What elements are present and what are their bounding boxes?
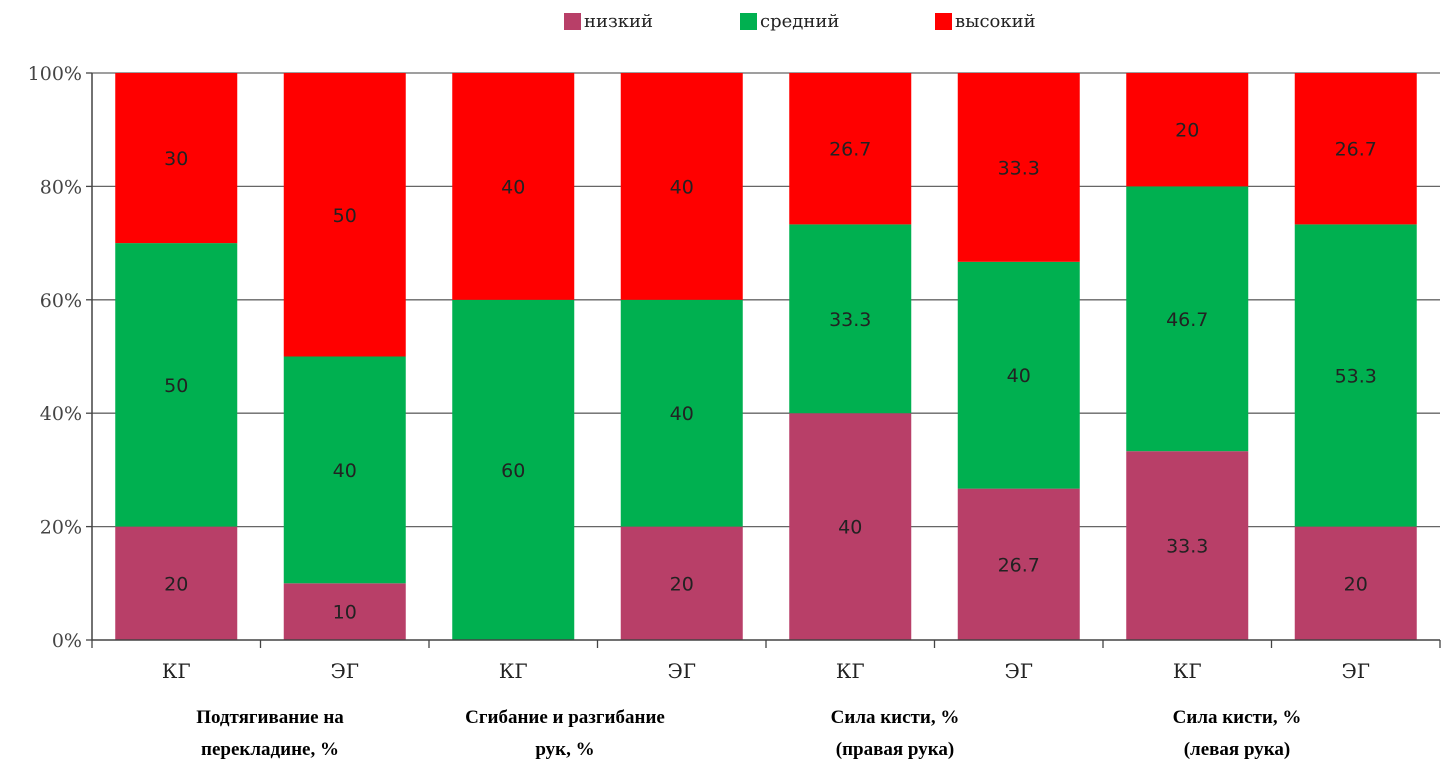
bar-segment (1294, 73, 1417, 225)
group-label-pushups: Сгибание и разгибание рук, % (445, 702, 685, 766)
data-label: 10 (333, 602, 357, 624)
y-tick-label: 60% (40, 290, 82, 312)
bar-segment (957, 261, 1080, 489)
group-label-pullups-line1: Подтягивание на (196, 707, 344, 728)
bar-segment (789, 224, 912, 414)
bar-segment (115, 243, 238, 527)
bar-segment (620, 526, 743, 640)
data-label: 26.7 (1335, 139, 1377, 161)
bar-segment (452, 299, 575, 640)
x-tick-label: КГ (162, 659, 191, 683)
x-tick-label: ЭГ (667, 659, 696, 683)
data-label: 40 (670, 176, 694, 198)
legend-label-medium: средний (760, 10, 840, 32)
bar-segment (620, 73, 743, 300)
x-tick-label: КГ (1173, 659, 1202, 683)
legend-swatch-medium (740, 12, 757, 30)
y-tick-label: 20% (40, 517, 82, 539)
data-label: 33.3 (998, 157, 1040, 179)
group-label-grip-left-line2: (левая рука) (1183, 739, 1291, 760)
bar-segment (1126, 73, 1249, 187)
data-label: 20 (670, 573, 694, 595)
data-label: 40 (838, 517, 862, 539)
x-tick-label: КГ (499, 659, 528, 683)
bar-segment (283, 356, 406, 584)
x-tick-label: ЭГ (1341, 659, 1370, 683)
legend-swatch-low (564, 12, 581, 30)
bar-segment (115, 526, 238, 640)
bar-segment (957, 488, 1080, 640)
data-label: 33.3 (1166, 536, 1208, 558)
group-label-grip-left: Сила кисти, % (левая рука) (1117, 702, 1357, 766)
group-label-pushups-line2: рук, % (535, 739, 595, 760)
y-tick-label: 0% (52, 630, 82, 652)
data-label: 40 (1007, 365, 1031, 387)
data-label: 50 (164, 375, 188, 397)
group-label-grip-left-line1: Сила кисти, % (1172, 707, 1302, 728)
data-label: 40 (670, 403, 694, 425)
data-label: 50 (333, 205, 357, 227)
data-label: 33.3 (829, 309, 871, 331)
legend-label-low: низкий (584, 10, 654, 32)
bar-segment (283, 583, 406, 640)
bar-segment (115, 73, 238, 244)
bar-segment (452, 73, 575, 300)
x-tick-label: КГ (836, 659, 865, 683)
legend-item-high: высокий (935, 8, 1036, 34)
data-label: 26.7 (829, 139, 871, 161)
legend-item-low: низкий (564, 8, 653, 34)
bar-segment (1126, 186, 1249, 452)
group-label-pullups: Подтягивание на перекладине, % (150, 702, 390, 766)
y-tick-label: 80% (40, 176, 82, 198)
bar-segment (620, 299, 743, 527)
bar-segment (789, 413, 912, 640)
data-label: 60 (501, 460, 525, 482)
legend-swatch-high (935, 12, 952, 30)
legend-label-high: высокий (955, 10, 1036, 32)
group-label-pushups-line1: Сгибание и разгибание (465, 707, 665, 728)
data-label: 20 (164, 573, 188, 595)
data-label: 30 (164, 148, 188, 170)
y-tick-label: 40% (40, 403, 82, 425)
data-label: 53.3 (1335, 365, 1377, 387)
bar-segment (957, 73, 1080, 262)
bar-segment (1294, 224, 1417, 527)
group-label-pullups-line2: перекладине, % (201, 739, 339, 760)
bar-segment (1126, 451, 1249, 640)
bar-segment (283, 73, 406, 357)
bar-segment (1294, 526, 1417, 640)
data-label: 20 (1175, 120, 1199, 142)
y-tick-label: 100% (28, 63, 82, 85)
data-label: 40 (501, 176, 525, 198)
data-label: 40 (333, 460, 357, 482)
x-tick-label: ЭГ (1004, 659, 1033, 683)
data-label: 20 (1344, 573, 1368, 595)
legend-item-medium: средний (740, 8, 839, 34)
data-label: 26.7 (998, 554, 1040, 576)
group-label-grip-right-line2: (правая рука) (835, 739, 955, 760)
group-label-grip-right: Сила кисти, % (правая рука) (775, 702, 1015, 766)
data-label: 46.7 (1166, 309, 1208, 331)
x-tick-label: ЭГ (330, 659, 359, 683)
bar-segment (789, 73, 912, 225)
chart-legend: низкий средний высокий (0, 8, 1445, 34)
group-label-grip-right-line1: Сила кисти, % (830, 707, 960, 728)
